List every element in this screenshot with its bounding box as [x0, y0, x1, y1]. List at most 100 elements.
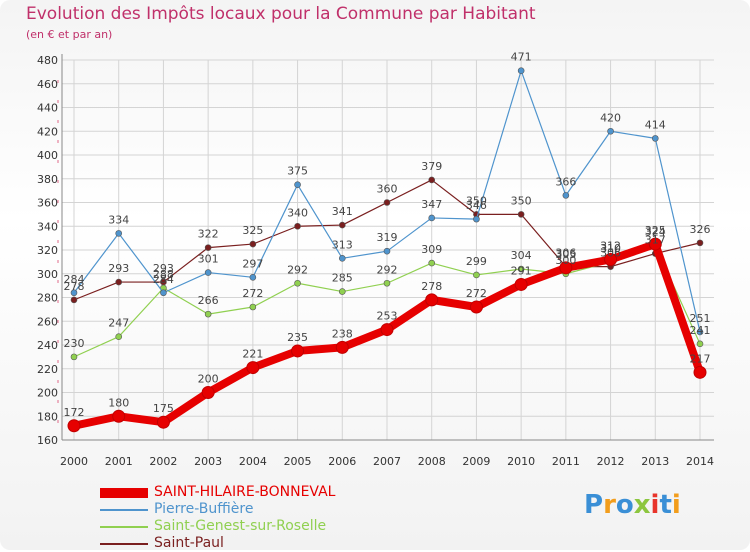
chart-title: Evolution des Impôts locaux pour la Comm… — [26, 4, 536, 24]
series-0-point — [693, 365, 707, 379]
series-2-data-label: 304 — [511, 249, 532, 262]
series-1-point — [517, 67, 525, 74]
series-1-data-label: 366 — [555, 175, 576, 188]
series-2-data-label: 288 — [153, 268, 174, 281]
series-3-data-label: 325 — [242, 224, 263, 237]
series-3-point — [696, 239, 704, 247]
series-3-data-label: 278 — [64, 280, 85, 293]
series-0-data-label: 325 — [645, 224, 666, 237]
series-2-data-label: 241 — [690, 324, 711, 337]
series-1-point — [160, 289, 167, 297]
logo-letter: i — [671, 490, 681, 520]
series-2-point — [383, 279, 391, 287]
series-1-point — [473, 215, 480, 223]
series-3-data-label: 293 — [108, 262, 129, 275]
series-1-point — [428, 214, 436, 222]
series-1-data-label: 334 — [108, 213, 129, 226]
logo-letter: x — [633, 490, 651, 520]
series-2-data-label: 310 — [600, 242, 621, 255]
series-1-data-label: 301 — [198, 253, 219, 266]
x-tick-label: 2008 — [418, 455, 446, 468]
x-tick-label: 2012 — [597, 455, 625, 468]
series-1-point — [294, 181, 301, 188]
y-tick-label: 480 — [37, 54, 58, 67]
logo-letter: o — [615, 490, 634, 520]
series-0-data-label: 291 — [511, 264, 532, 277]
series-0-point — [291, 344, 305, 358]
series-1-data-label: 251 — [690, 312, 711, 325]
series-2-data-label: 272 — [242, 287, 263, 300]
series-3-data-label: 322 — [198, 228, 219, 241]
series-3-data-label: 341 — [332, 205, 353, 218]
series-0-data-label: 235 — [287, 331, 308, 344]
y-tick-label: 220 — [37, 363, 58, 376]
x-tick-label: 2011 — [552, 455, 580, 468]
series-3-data-label: 306 — [555, 247, 576, 260]
series-1-data-label: 346 — [466, 199, 487, 212]
series-1-point — [249, 274, 257, 281]
x-tick-label: 2005 — [284, 455, 312, 468]
x-tick-label: 2001 — [105, 455, 133, 468]
series-2-point — [338, 288, 346, 295]
series-2-data-label: 247 — [108, 317, 129, 330]
series-0-point — [514, 277, 528, 291]
series-3-point — [115, 278, 123, 286]
proxiti-logo: Proxiti — [584, 490, 681, 520]
x-tick-label: 2014 — [686, 455, 714, 468]
series-0-data-label: 238 — [332, 327, 353, 340]
series-0-point — [201, 386, 215, 399]
series-0-point — [648, 237, 662, 251]
x-tick-label: 2007 — [373, 455, 401, 468]
chart-subtitle: (en € et par an) — [26, 28, 113, 41]
series-3-point — [70, 296, 78, 304]
x-tick-label: 2000 — [60, 455, 88, 468]
series-1-data-label: 375 — [287, 165, 308, 178]
series-2-point — [428, 259, 436, 267]
legend-item-1: Pierre-Buffière — [100, 501, 335, 518]
series-1-data-label: 284 — [153, 273, 174, 286]
series-3-data-label: 350 — [511, 194, 532, 207]
x-tick-label: 2009 — [462, 455, 490, 468]
series-2-point — [204, 310, 212, 318]
line-chart: 160 180 200 220 240 260 280 300 320 340 360 380 400 4… — [37, 51, 714, 468]
legend-label-0: SAINT-HILAIRE-BONNEVAL — [154, 484, 336, 500]
y-tick-label: 180 — [37, 410, 58, 423]
series-2-data-label: 292 — [287, 263, 308, 276]
y-tick-label: 340 — [37, 220, 58, 233]
logo-letter: t — [659, 490, 672, 520]
series-3-point — [294, 222, 301, 230]
series-0-point — [604, 253, 618, 266]
legend-label-3: Saint-Paul — [154, 535, 224, 551]
series-1-data-label: 313 — [332, 238, 353, 251]
series-1-point — [383, 247, 391, 255]
series-3-data-label: 306 — [600, 247, 621, 260]
legend-label-2: Saint-Genest-sur-Roselle — [154, 518, 327, 534]
y-tick-label: 440 — [37, 102, 58, 115]
series-0-point — [67, 419, 81, 433]
series-3-data-label: 350 — [466, 194, 487, 207]
series-0-data-label: 175 — [153, 402, 174, 415]
series-3-data-label: 326 — [690, 223, 711, 236]
legend-swatch-0 — [100, 487, 148, 498]
series-3-data-label: 293 — [153, 262, 174, 275]
series-2-data-label: 230 — [64, 337, 85, 350]
series-1-point — [651, 135, 659, 142]
series-3-data-label: 360 — [377, 183, 398, 196]
legend-item-0: SAINT-HILAIRE-BONNEVAL — [100, 484, 335, 501]
logo-letter: r — [603, 490, 616, 520]
series-1-point — [70, 289, 78, 297]
series-3-point — [517, 211, 525, 218]
series-0-point — [380, 323, 394, 337]
y-tick-label: 240 — [37, 339, 58, 352]
y-tick-label: 200 — [37, 387, 58, 400]
series-0-data-label: 305 — [555, 248, 576, 261]
legend-label-1: Pierre-Buffière — [154, 501, 254, 517]
series-3-point — [383, 199, 391, 206]
legend-swatch-3 — [100, 542, 148, 545]
series-2-point — [473, 271, 480, 279]
series-0-point — [246, 361, 260, 375]
series-1-point — [204, 269, 212, 276]
x-tick-label: 2013 — [641, 455, 669, 468]
series-0-data-label: 278 — [421, 280, 442, 293]
y-tick-label: 260 — [37, 315, 58, 328]
